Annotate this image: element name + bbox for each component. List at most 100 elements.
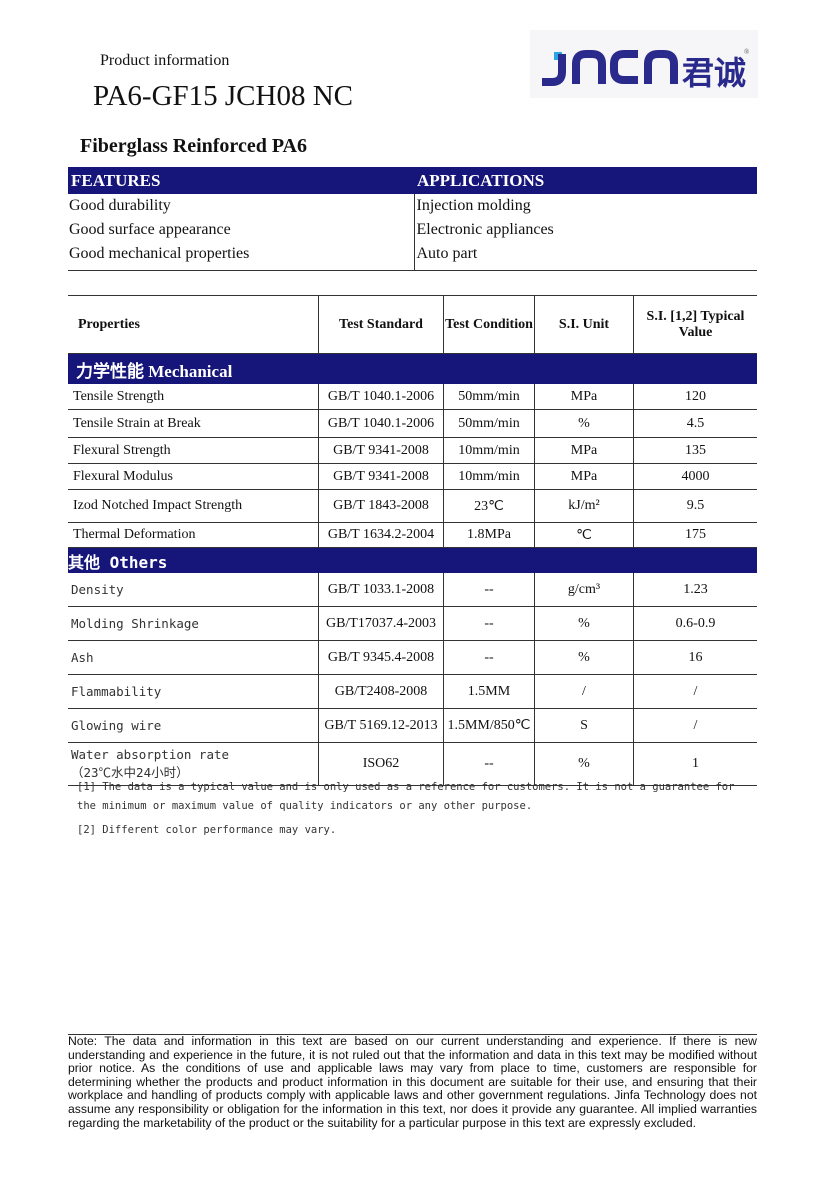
table-row: Flexural Modulus GB/T 9341-2008 10mm/min MP… [68, 463, 757, 490]
col-properties: Properties [68, 295, 319, 354]
typical-value: / [633, 708, 757, 743]
feature-item: Good mechanical properties [68, 242, 414, 271]
typical-value: 135 [633, 437, 757, 464]
product-name: PA6-GF15 JCH08 NC [93, 80, 353, 112]
section-header: 其他 Others [68, 547, 757, 573]
table-row: Flexural Strength GB/T 9341-2008 10mm/min M… [68, 437, 757, 464]
svg-text:®: ® [744, 48, 750, 56]
application-item: Injection molding [413, 194, 757, 218]
table-row: Thermal Deformation GB/T 1634.2-2004 1.8MP… [68, 522, 757, 548]
typical-value: 1 [633, 742, 757, 786]
col-typical-value: S.I. [1,2] Typical Value [633, 295, 757, 354]
property-name: Tensile Strain at Break [68, 409, 319, 438]
typical-value: 4000 [633, 463, 757, 490]
company-logo: 君诚 ® [530, 30, 758, 98]
property-name: Glowing wire [68, 708, 319, 743]
property-name: Molding Shrinkage [68, 606, 319, 641]
table-row: Tensile Strain at Break GB/T 1040.1-2006 5… [68, 409, 757, 438]
test-standard: GB/T17037.4-2003 [318, 606, 444, 641]
test-standard: GB/T 1843-2008 [318, 489, 444, 523]
unit: / [534, 674, 634, 709]
table-row: Izod Notched Impact Strength GB/T 1843-20… [68, 489, 757, 523]
disclaimer-note: Note: The data and information in this t… [68, 1034, 757, 1130]
product-subtitle: Fiberglass Reinforced PA6 [80, 135, 308, 157]
table-row: Water absorption rate （23℃水中24小时） ISO62 --… [68, 742, 757, 786]
application-item: Electronic appliances [413, 218, 757, 242]
property-name: Water absorption rate （23℃水中24小时） [68, 742, 319, 786]
test-condition: 10mm/min [443, 437, 535, 464]
unit: MPa [534, 437, 634, 464]
test-condition: 10mm/min [443, 463, 535, 490]
table-row: Ash GB/T 9345.4-2008 --% 16 [68, 640, 757, 675]
feature-item: Good surface appearance [69, 221, 231, 238]
svg-text:君诚: 君诚 [682, 54, 746, 92]
property-name: Ash [68, 640, 319, 675]
typical-value: 1.23 [633, 573, 757, 607]
features-applications-table: FEATURES APPLICATIONS Good durability Inj… [68, 167, 757, 271]
test-standard: GB/T 5169.12-2013 [318, 708, 444, 743]
test-condition: 1.5MM/850℃ [443, 708, 535, 743]
table-row: Glowing wire GB/T 5169.12-2013 1.5MM/850℃ S… [68, 708, 757, 743]
test-condition: -- [443, 640, 535, 675]
property-name: Density [68, 573, 319, 607]
section-header: 力学性能 Mechanical [68, 353, 757, 384]
table-row: Density GB/T 1033.1-2008 -- g/cm³ 1.23 [68, 573, 757, 607]
unit: kJ/m² [534, 489, 634, 523]
table-row: Tensile Strength GB/T 1040.1-2006 50mm/min… [68, 384, 757, 410]
test-condition: -- [443, 742, 535, 786]
col-unit: S.I. Unit [534, 295, 634, 354]
test-condition: 50mm/min [443, 409, 535, 438]
test-condition: 50mm/min [443, 384, 535, 410]
footnote-1: [1] The data is a typical value and is o… [77, 781, 735, 812]
typical-value: 9.5 [633, 489, 757, 523]
unit: % [534, 606, 634, 641]
test-standard: GB/T 1634.2-2004 [318, 522, 444, 548]
typical-value: 120 [633, 384, 757, 410]
unit: MPa [534, 384, 634, 410]
test-standard: GB/T 9345.4-2008 [318, 640, 444, 675]
property-name: Flexural Modulus [68, 463, 319, 490]
properties-table: Properties Test Standard Test Condition … [68, 295, 757, 786]
test-standard: GB/T 1040.1-2006 [318, 384, 444, 410]
test-condition: 23℃ [443, 489, 535, 523]
property-name: Thermal Deformation [68, 522, 319, 548]
col-test-standard: Test Standard [318, 295, 444, 354]
typical-value: 175 [633, 522, 757, 548]
test-condition: -- [443, 606, 535, 641]
table-row: Molding Shrinkage GB/T17037.4-2003 --% 0.6-… [68, 606, 757, 641]
unit: ℃ [534, 522, 634, 548]
unit: % [534, 409, 634, 438]
property-name: Flammability [68, 674, 319, 709]
test-standard: GB/T 9341-2008 [318, 437, 444, 464]
property-name: Izod Notched Impact Strength [68, 489, 319, 523]
unit: % [534, 742, 634, 786]
typical-value: / [633, 674, 757, 709]
test-condition: 1.8MPa [443, 522, 535, 548]
footnotes: [1] The data is a typical value and is o… [77, 778, 757, 845]
doc-label: Product information [100, 52, 230, 69]
test-condition: -- [443, 573, 535, 607]
applications-heading: APPLICATIONS [414, 167, 757, 194]
test-standard: GB/T2408-2008 [318, 674, 444, 709]
col-test-condition: Test Condition [443, 295, 535, 354]
feature-item: Good durability [69, 197, 171, 214]
test-standard: GB/T 1033.1-2008 [318, 573, 444, 607]
typical-value: 4.5 [633, 409, 757, 438]
test-standard: ISO62 [318, 742, 444, 786]
test-standard: GB/T 1040.1-2006 [318, 409, 444, 438]
features-heading: FEATURES [68, 167, 414, 194]
unit: % [534, 640, 634, 675]
footnote-2: [2] Different color performance may vary… [77, 824, 337, 836]
application-item: Auto part [413, 242, 757, 271]
table-row: Flammability GB/T2408-2008 1.5MM / / [68, 674, 757, 709]
unit: MPa [534, 463, 634, 490]
test-standard: GB/T 9341-2008 [318, 463, 444, 490]
property-name: Flexural Strength [68, 437, 319, 464]
test-condition: 1.5MM [443, 674, 535, 709]
typical-value: 16 [633, 640, 757, 675]
unit: g/cm³ [534, 573, 634, 607]
typical-value: 0.6-0.9 [633, 606, 757, 641]
property-name: Tensile Strength [68, 384, 319, 410]
unit: S [534, 708, 634, 743]
